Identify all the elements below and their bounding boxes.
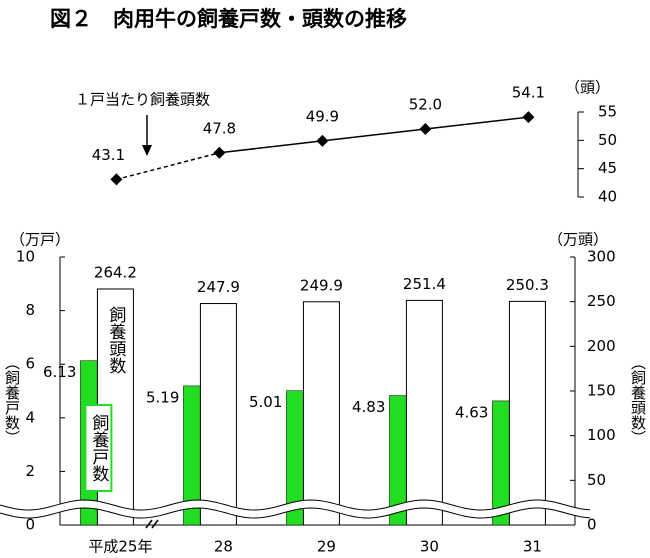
axis-break-line xyxy=(0,507,591,519)
y2-tick-label: 150 xyxy=(587,382,616,400)
data-label: 4.63 xyxy=(455,403,488,421)
line-segment xyxy=(425,116,529,130)
bar xyxy=(199,303,237,526)
y-tick-label: 0 xyxy=(25,516,35,534)
y-tick-label: 8 xyxy=(25,301,35,319)
line-segment xyxy=(219,140,323,154)
bar xyxy=(508,300,546,526)
chart-title: 図２ 肉用牛の飼養戸数・頭数の推移 xyxy=(50,7,407,31)
legend-label: 飼養戸数 xyxy=(88,414,109,482)
y-tick-label: 55 xyxy=(598,103,617,121)
y-tick-label: 45 xyxy=(598,159,617,177)
y2-tick-label: 250 xyxy=(587,292,616,310)
data-label: 47.8 xyxy=(203,119,236,137)
data-label: 250.3 xyxy=(506,276,549,294)
marker xyxy=(213,146,226,159)
y-unit: （万戸） xyxy=(10,231,70,249)
data-label: 43.1 xyxy=(92,146,125,164)
y-tick-label: 2 xyxy=(25,462,35,480)
y-tick-label: 4 xyxy=(25,408,35,426)
line-segment xyxy=(116,152,220,181)
y2-axis-label: （飼養頭数） xyxy=(629,355,647,445)
y2-tick-label: 50 xyxy=(587,471,606,489)
annotation-arrowhead xyxy=(142,145,152,156)
marker xyxy=(110,173,123,186)
axis-break xyxy=(0,500,590,518)
y-tick-label: 50 xyxy=(598,131,617,149)
y-tick-label: 10 xyxy=(16,248,35,266)
bar xyxy=(302,301,340,526)
data-label: 247.9 xyxy=(197,278,240,296)
y2-tick-label: 300 xyxy=(587,248,616,266)
data-label: 249.9 xyxy=(300,276,343,294)
y-tick-label: 6 xyxy=(25,355,35,373)
data-label: 5.01 xyxy=(249,393,282,411)
marker xyxy=(316,134,329,147)
y2-tick-label: 200 xyxy=(587,337,616,355)
line-segment xyxy=(322,128,426,142)
x-tick-label: 平成25年 xyxy=(88,538,152,556)
y-tick-label: 40 xyxy=(598,188,617,206)
data-label: 251.4 xyxy=(403,275,446,293)
data-label: 49.9 xyxy=(306,107,339,125)
x-tick-label: 30 xyxy=(420,538,439,556)
data-label: 54.1 xyxy=(512,84,545,102)
bar xyxy=(405,299,443,526)
y-unit: （頭） xyxy=(565,79,610,97)
x-tick-label: 29 xyxy=(317,538,336,556)
marker xyxy=(522,111,535,124)
y2-tick-label: 100 xyxy=(587,426,616,444)
x-tick-label: 28 xyxy=(214,538,233,556)
data-label: 52.0 xyxy=(409,96,442,114)
y2-unit: （万頭） xyxy=(548,231,608,249)
y2-tick-label: 0 xyxy=(587,516,597,534)
y-axis-label: （飼養戸数） xyxy=(3,355,21,445)
data-label: 6.13 xyxy=(43,363,76,381)
legend-box xyxy=(84,404,113,492)
axis-break-mark xyxy=(145,519,159,529)
x-tick-label: 31 xyxy=(523,538,542,556)
data-label: 5.19 xyxy=(146,388,179,406)
legend-label: 飼養頭数 xyxy=(105,306,126,374)
marker xyxy=(419,123,432,135)
annotation: １戸当たり飼養頭数 xyxy=(75,91,210,109)
data-label: 264.2 xyxy=(94,263,137,281)
data-label: 4.83 xyxy=(352,398,385,416)
axis-break-line xyxy=(0,499,591,511)
